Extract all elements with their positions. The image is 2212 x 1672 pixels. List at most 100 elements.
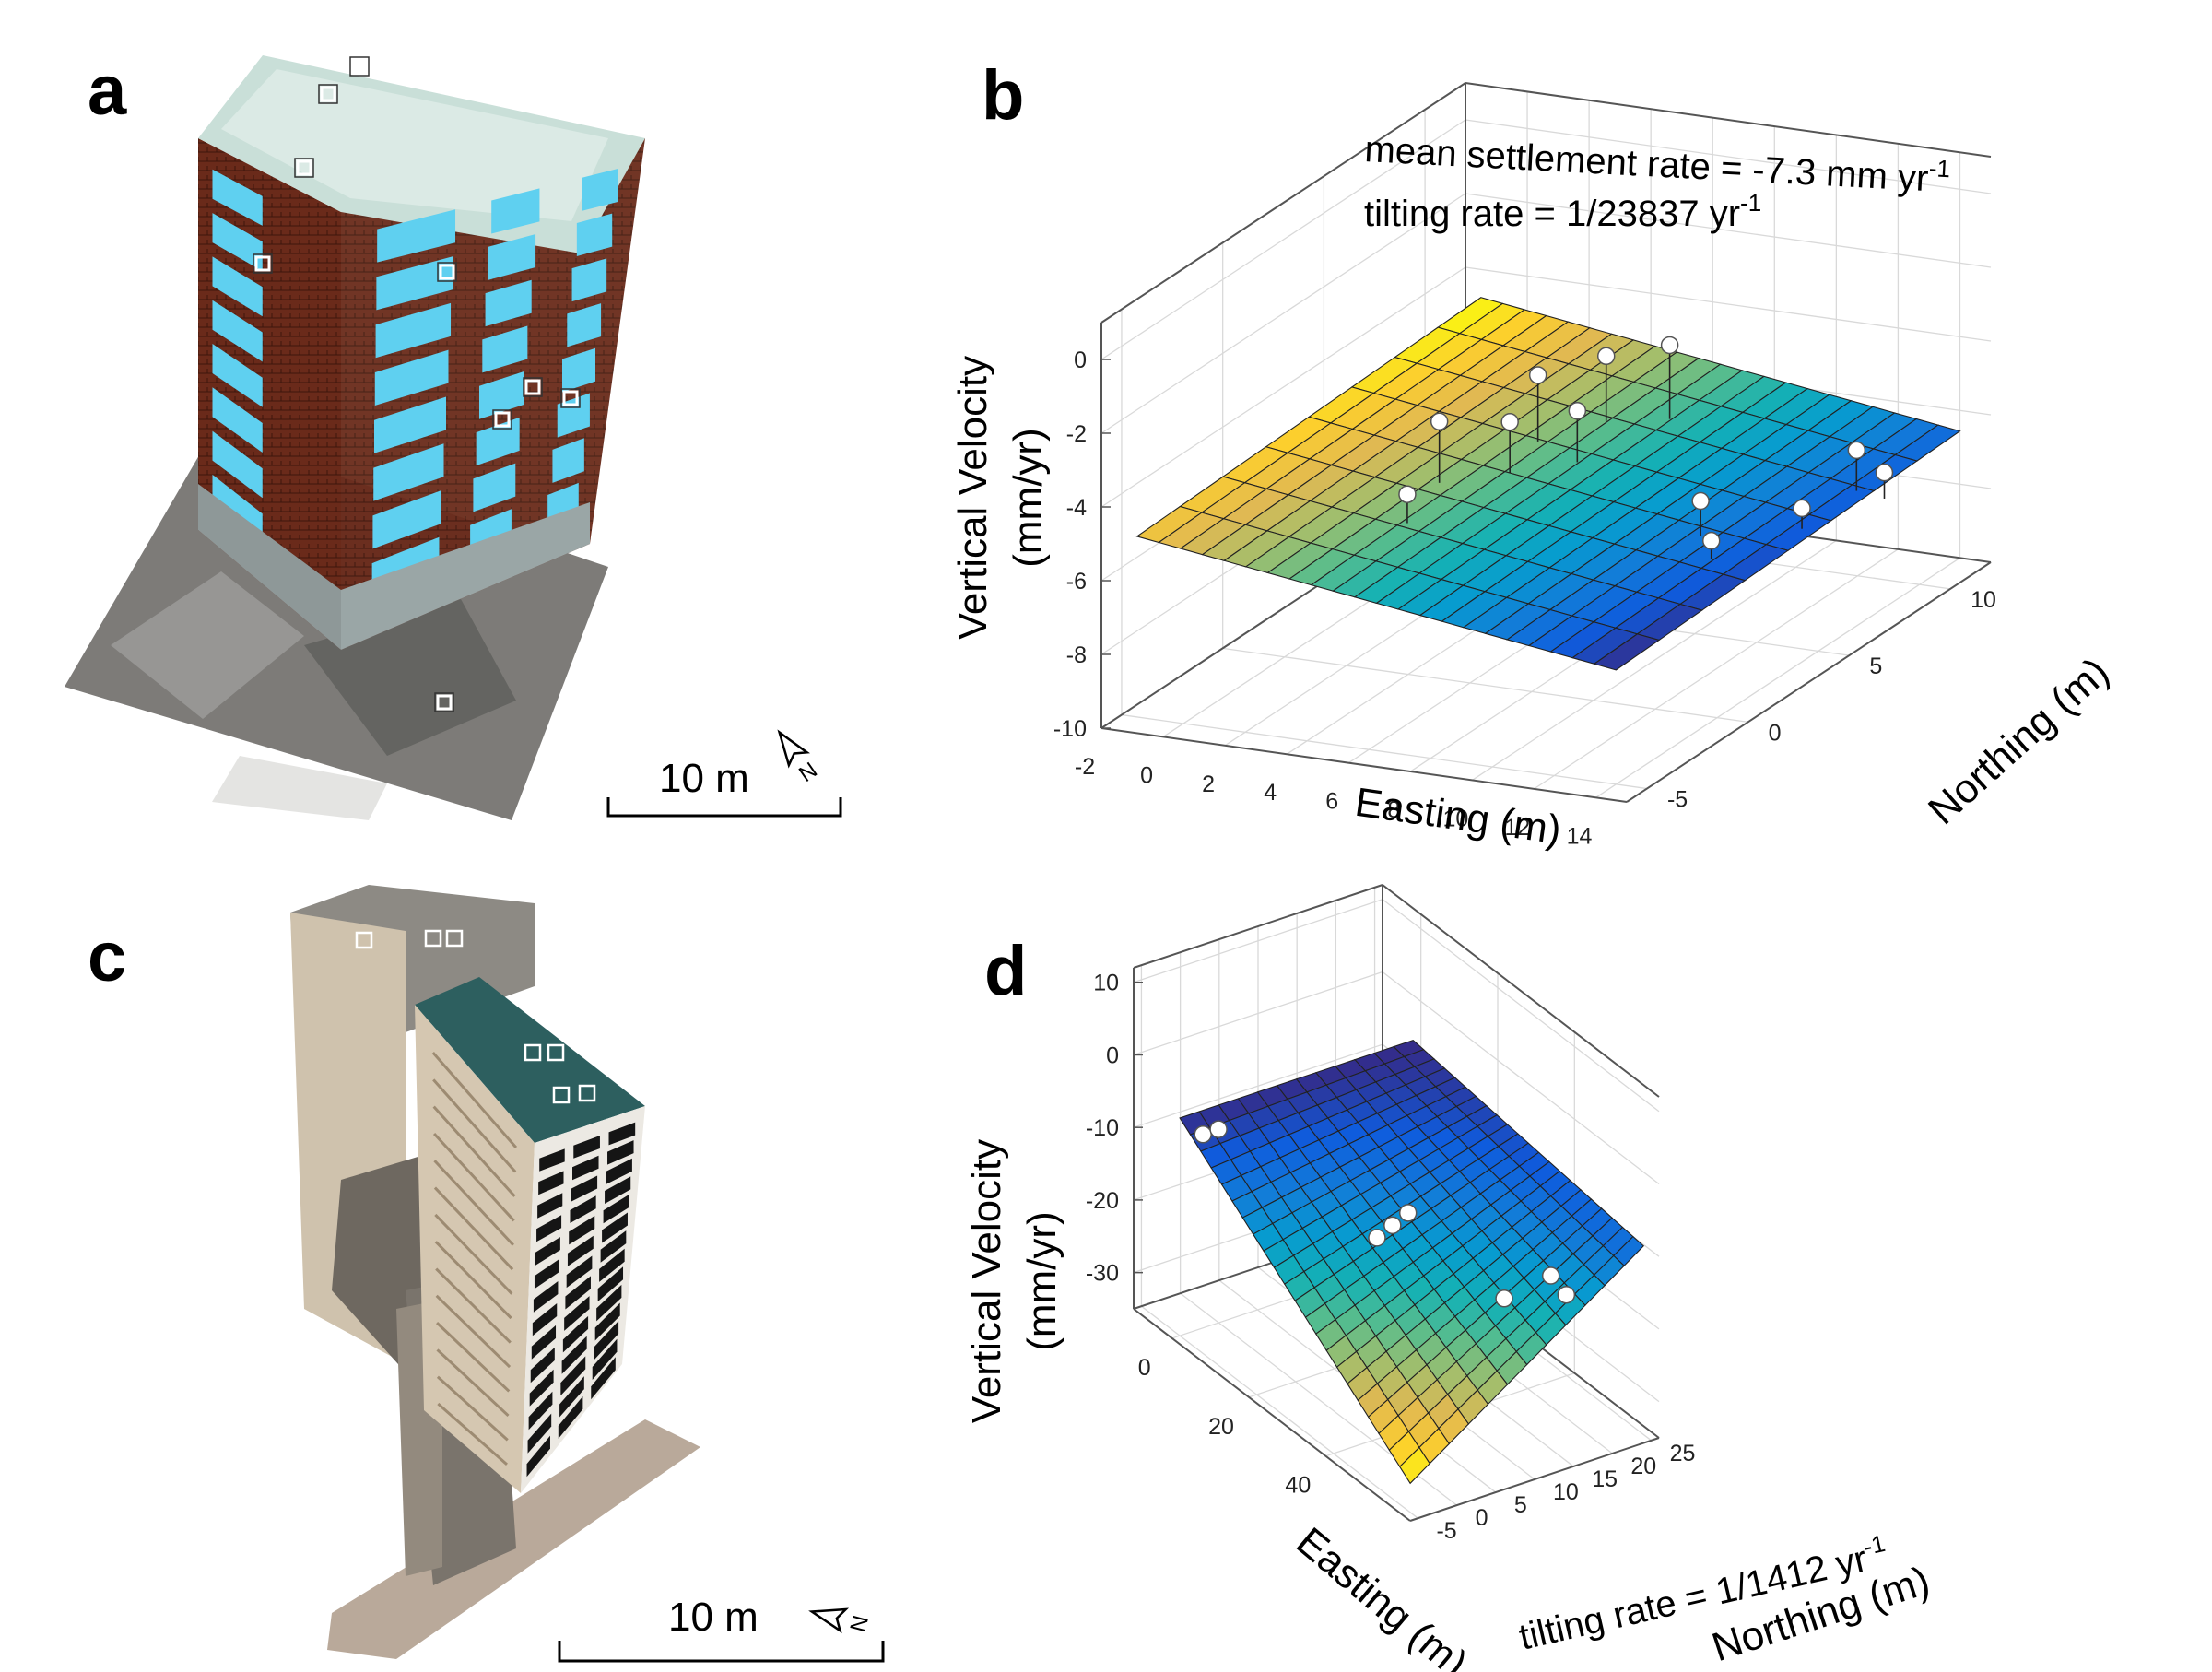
z-tick-label: -30	[1086, 1261, 1119, 1287]
window	[377, 209, 456, 263]
floor-line	[431, 1052, 518, 1148]
x-tick-label: -2	[1075, 754, 1095, 780]
window	[479, 371, 524, 419]
y-tick-label: 0	[1769, 720, 1782, 746]
window	[592, 1338, 618, 1380]
window	[212, 213, 263, 272]
point-marker	[494, 411, 511, 428]
data-point	[1209, 1120, 1228, 1138]
z-tick-label: 0	[1074, 347, 1087, 373]
window	[212, 430, 263, 499]
svg-text:N: N	[845, 1613, 874, 1635]
floor-line	[432, 1132, 515, 1222]
point-marker	[296, 159, 312, 176]
annotation-exponent: -1	[1928, 154, 1951, 183]
window	[528, 1391, 553, 1431]
floor-line	[436, 1322, 511, 1393]
y-tick-label: 0	[1476, 1505, 1488, 1531]
z-tick-label: -4	[1066, 495, 1087, 521]
data-point	[1430, 412, 1449, 431]
window	[533, 1281, 559, 1313]
y-tick-label: 5	[1514, 1492, 1527, 1518]
window	[559, 1376, 584, 1418]
axis-line	[1382, 884, 1660, 1098]
window	[566, 1255, 593, 1289]
point-marker	[445, 929, 464, 948]
window	[473, 463, 516, 512]
z-tick-label: -20	[1086, 1188, 1119, 1214]
panel-c: c N 10 m	[0, 848, 922, 1672]
window	[535, 1237, 560, 1266]
panel-label: b	[982, 56, 1025, 135]
panel-label: d	[984, 932, 1028, 1010]
z-tick-label: -6	[1066, 569, 1087, 595]
window	[607, 1140, 634, 1165]
window	[476, 417, 520, 466]
window	[591, 1357, 616, 1400]
x-axis-label: Easting (m)	[1352, 780, 1564, 854]
x-tick-label: 0	[1140, 762, 1153, 788]
window	[375, 302, 452, 359]
window	[558, 1395, 583, 1439]
scale-bar: N	[558, 1607, 885, 1663]
window	[594, 1302, 620, 1341]
point-marker-outline	[492, 409, 512, 430]
y-axis-label: Northing (m)	[1920, 649, 2117, 833]
floor-line	[436, 1375, 509, 1442]
window	[526, 1435, 550, 1478]
gridline	[1534, 548, 1899, 790]
floor-line	[434, 1213, 513, 1295]
window	[564, 1296, 590, 1331]
window	[534, 1259, 559, 1289]
point-marker-outline	[434, 692, 454, 712]
x-tick-label: 2	[1202, 771, 1215, 797]
window	[374, 396, 446, 453]
floor-line	[436, 1348, 510, 1418]
y-tick-label: 5	[1869, 653, 1882, 679]
y-tick-label: 20	[1630, 1454, 1656, 1479]
x-tick-label: 12	[1505, 815, 1531, 841]
gridline	[1382, 971, 1660, 1184]
window	[537, 1193, 563, 1219]
window	[582, 168, 618, 211]
gridline	[1382, 899, 1660, 1113]
gridline	[1222, 647, 1748, 723]
panel-b: -10 -8 -6 -4 -2 0 -2 0 2 4 6 8 10 12 14 -5 0 5 10 Easting (…	[922, 0, 2212, 866]
floor-line	[435, 1267, 512, 1344]
y-tick-label: 15	[1592, 1466, 1618, 1492]
window	[212, 300, 263, 362]
window	[571, 1175, 598, 1202]
data-point	[1194, 1125, 1212, 1144]
window	[561, 1336, 587, 1374]
y-tick-label: 10	[1553, 1479, 1579, 1505]
surface	[1135, 297, 1961, 671]
window	[485, 279, 532, 327]
z-axis-label: Vertical Velocity	[950, 356, 995, 640]
window	[212, 387, 263, 453]
axis-line	[1100, 727, 1628, 803]
data-point	[1500, 412, 1519, 431]
y-tick-label: 25	[1670, 1441, 1696, 1466]
window	[212, 256, 263, 317]
gridline	[1595, 557, 1960, 798]
point-marker-outline	[560, 388, 581, 408]
data-point	[1701, 531, 1721, 550]
window	[562, 347, 595, 393]
gridline	[1121, 713, 1648, 790]
window	[536, 1215, 562, 1242]
point-marker	[254, 255, 271, 272]
window	[602, 1212, 628, 1243]
z-tick-label: -10	[1053, 716, 1087, 742]
panel-label: a	[88, 52, 127, 130]
window	[212, 344, 263, 407]
window	[600, 1230, 627, 1263]
window	[569, 1216, 595, 1245]
data-point	[1368, 1229, 1386, 1247]
axis-line	[1465, 82, 1992, 158]
y-tick-label: -5	[1436, 1518, 1456, 1544]
surface-cell	[1593, 633, 1661, 671]
floor-line	[434, 1241, 512, 1320]
data-point	[1541, 1266, 1560, 1285]
